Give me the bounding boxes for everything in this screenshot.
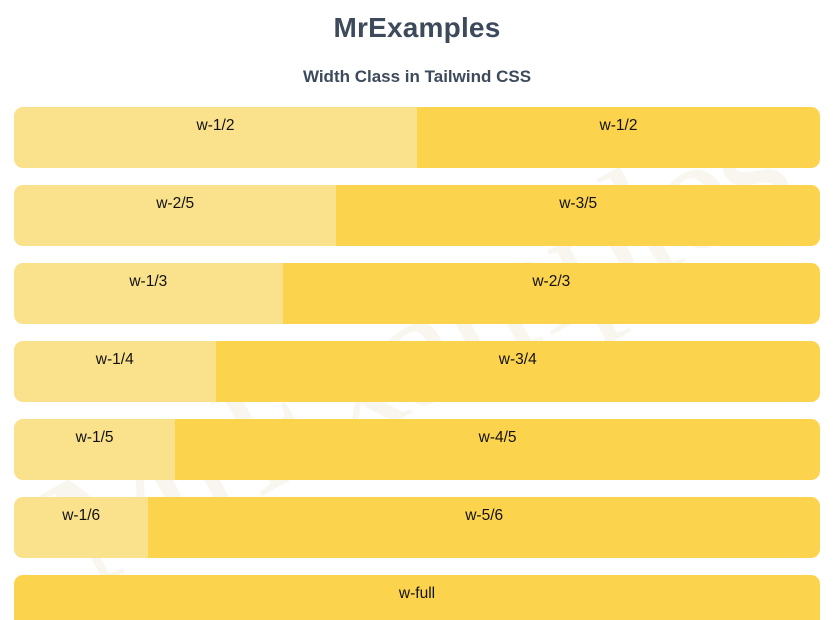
bar-segment: w-5/6	[148, 497, 820, 558]
page-subtitle: Width Class in Tailwind CSS	[302, 67, 532, 86]
bar-segment: w-4/5	[175, 419, 820, 480]
bar-segment: w-2/5	[14, 185, 337, 246]
bar-row: w-1/5 w-4/5	[14, 419, 820, 480]
width-class-bar-chart: w-1/2 w-1/2 w-2/5 w-3/5 w-1/3 w-2/3 w-1/4 w-3/4…	[0, 88, 834, 620]
bar-segment: w-2/3	[282, 263, 820, 324]
bar-row: w-full	[14, 575, 820, 620]
bar-segment: w-1/3	[14, 263, 283, 324]
bar-row: w-1/6 w-5/6	[14, 497, 820, 558]
bar-row: w-1/3 w-2/3	[14, 263, 820, 324]
page-title: MrExamples	[333, 12, 501, 43]
bar-row: w-1/4 w-3/4	[14, 341, 820, 402]
header: MrExamples Width Class in Tailwind CSS	[0, 0, 834, 88]
bar-segment: w-1/5	[14, 419, 176, 480]
bar-row: w-1/2 w-1/2	[14, 107, 820, 168]
bar-segment: w-1/4	[14, 341, 216, 402]
bar-row: w-2/5 w-3/5	[14, 185, 820, 246]
bar-segment: w-1/2	[14, 107, 417, 168]
bar-segment: w-full	[14, 575, 820, 620]
bar-segment: w-1/6	[14, 497, 149, 558]
bar-segment: w-3/5	[336, 185, 820, 246]
bar-segment: w-1/2	[417, 107, 820, 168]
bar-segment: w-3/4	[215, 341, 820, 402]
